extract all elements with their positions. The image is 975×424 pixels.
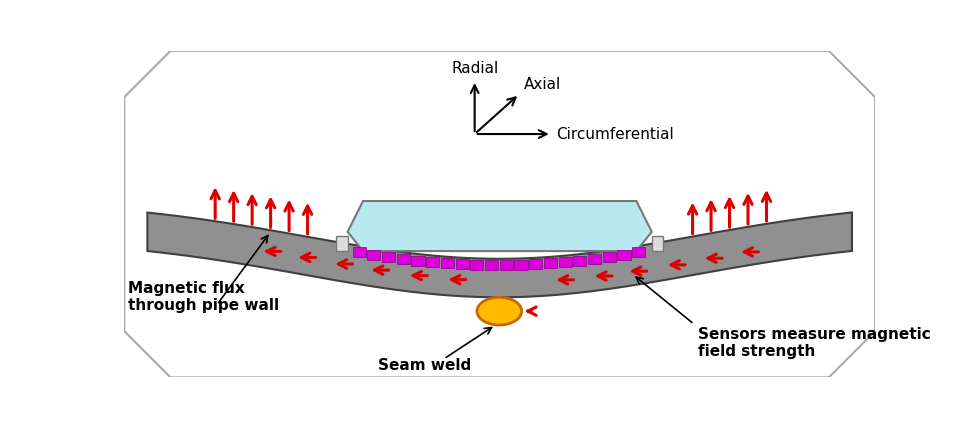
FancyBboxPatch shape [397, 254, 410, 264]
Ellipse shape [477, 297, 522, 325]
FancyBboxPatch shape [353, 247, 366, 257]
Text: Circumferential: Circumferential [557, 126, 674, 142]
Polygon shape [125, 51, 876, 377]
FancyBboxPatch shape [529, 259, 542, 269]
Polygon shape [336, 236, 348, 251]
FancyBboxPatch shape [500, 260, 513, 270]
FancyBboxPatch shape [368, 250, 380, 259]
Text: Sensors measure magnetic
field strength: Sensors measure magnetic field strength [698, 326, 931, 359]
FancyBboxPatch shape [588, 254, 601, 264]
FancyBboxPatch shape [470, 260, 484, 270]
Polygon shape [651, 236, 663, 251]
Polygon shape [147, 212, 852, 297]
FancyBboxPatch shape [603, 252, 616, 262]
FancyBboxPatch shape [411, 256, 424, 265]
FancyBboxPatch shape [632, 248, 645, 257]
FancyBboxPatch shape [573, 256, 586, 266]
FancyBboxPatch shape [382, 252, 395, 262]
FancyBboxPatch shape [455, 259, 469, 269]
FancyBboxPatch shape [617, 250, 631, 260]
FancyBboxPatch shape [441, 258, 454, 268]
FancyBboxPatch shape [544, 258, 557, 268]
Text: Axial: Axial [524, 77, 562, 92]
FancyBboxPatch shape [485, 260, 498, 270]
Text: Radial: Radial [451, 61, 498, 75]
FancyBboxPatch shape [559, 257, 571, 267]
Polygon shape [348, 201, 651, 251]
Text: Magnetic flux
through pipe wall: Magnetic flux through pipe wall [128, 281, 279, 313]
Text: Seam weld: Seam weld [378, 357, 471, 373]
FancyBboxPatch shape [426, 257, 440, 267]
FancyBboxPatch shape [515, 260, 527, 270]
